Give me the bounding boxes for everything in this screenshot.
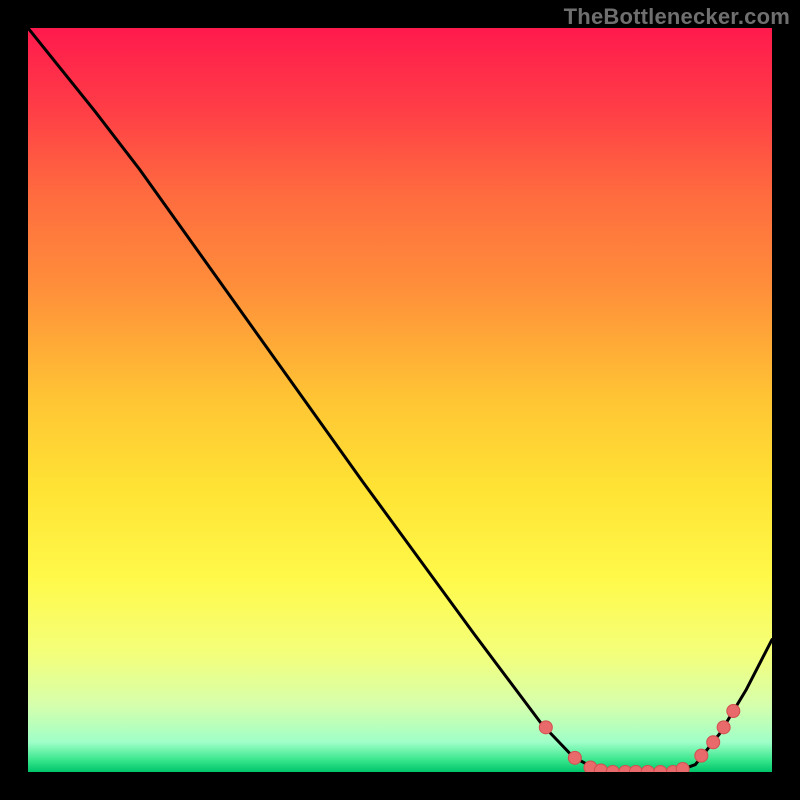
marker-dot	[676, 763, 689, 772]
marker-dot	[594, 764, 607, 772]
chart-svg	[28, 28, 772, 772]
marker-dot	[717, 721, 730, 734]
plot-background	[28, 28, 772, 772]
marker-dot	[695, 749, 708, 762]
watermark-text: TheBottlenecker.com	[564, 4, 790, 30]
chart-frame: TheBottlenecker.com	[0, 0, 800, 800]
plot-area	[28, 28, 772, 772]
marker-dot	[539, 721, 552, 734]
marker-dot	[707, 736, 720, 749]
marker-dot	[727, 704, 740, 717]
marker-dot	[568, 751, 581, 764]
